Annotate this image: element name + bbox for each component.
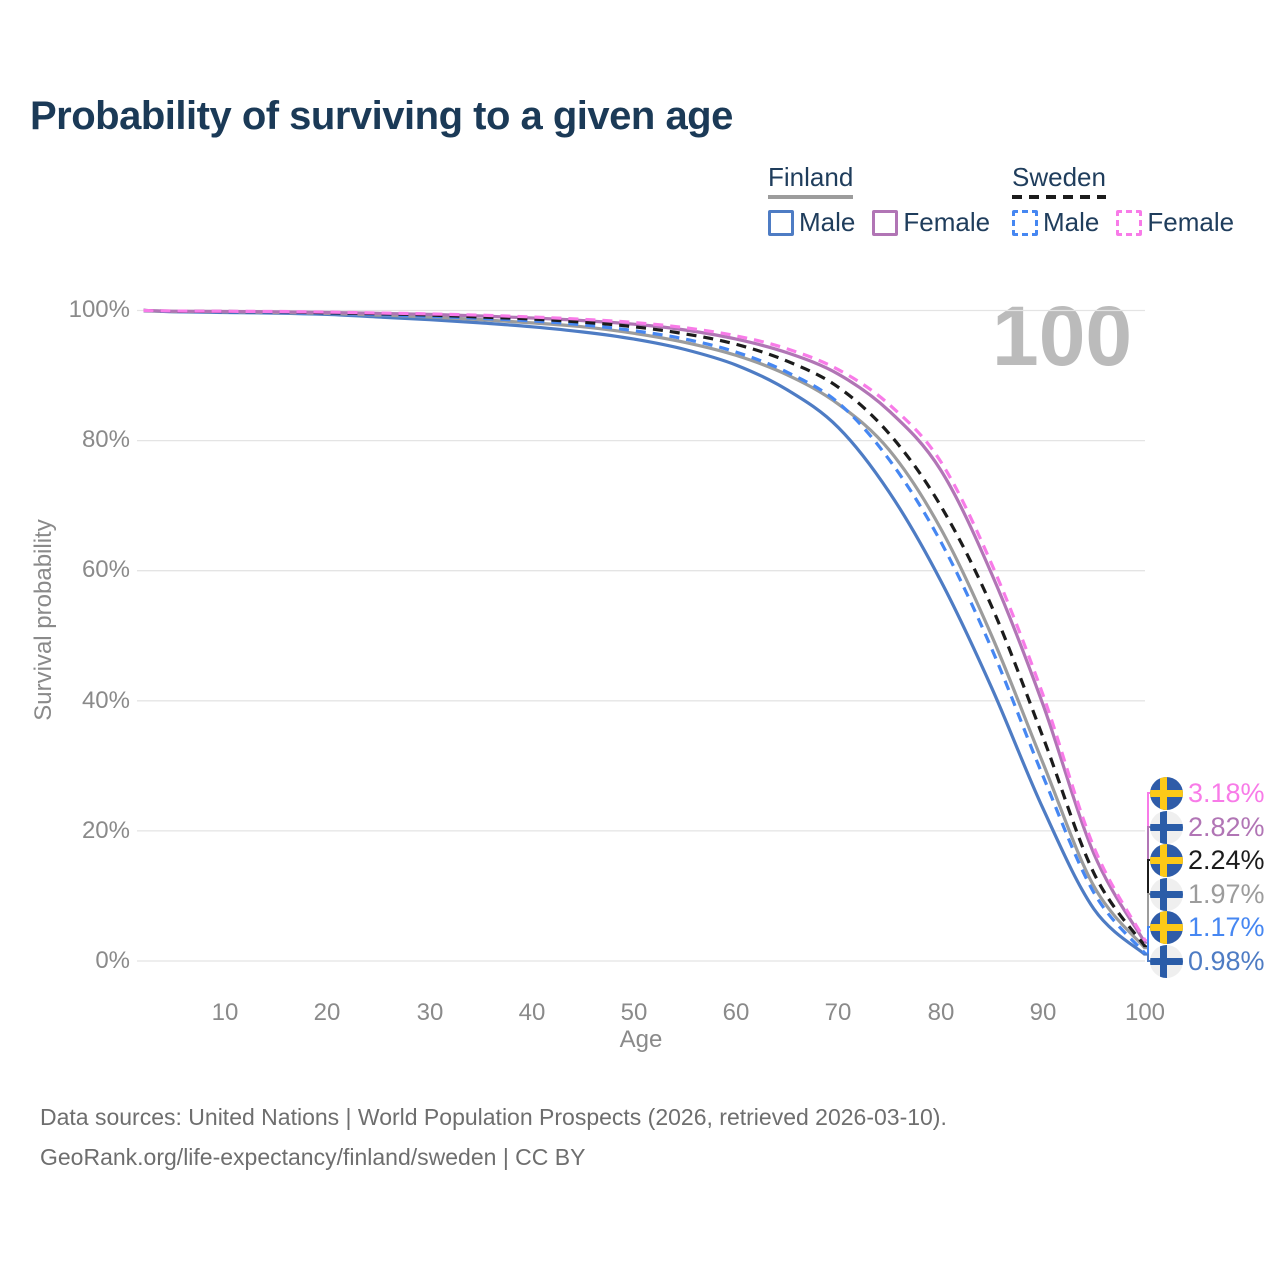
legend-item-finland-male[interactable]: Male — [768, 207, 855, 238]
finland-solid-line-swatch — [768, 195, 854, 199]
x-tick-70: 70 — [824, 999, 852, 1026]
x-tick-30: 30 — [416, 999, 444, 1026]
y-tick-0: 0% — [95, 947, 130, 974]
end-label-sweden-female: 3.18% — [1150, 776, 1265, 810]
finland-female-swatch-icon — [872, 209, 899, 236]
finland-flag-icon — [1150, 944, 1183, 978]
legend-sweden-title: Sweden — [1012, 162, 1106, 192]
legend-sweden-items: Male Female — [1012, 207, 1234, 238]
legend-group-finland: Finland Male Female — [768, 162, 990, 238]
legend-finland-items: Male Female — [768, 207, 990, 238]
legend-finland-title: Finland — [768, 162, 854, 192]
sweden-flag-icon — [1150, 910, 1183, 944]
end-label-sweden-total: 2.24% — [1150, 843, 1265, 877]
x-tick-40: 40 — [518, 999, 546, 1026]
end-value-sweden-male: 1.17% — [1188, 911, 1265, 942]
legend-item-sweden-female[interactable]: Female — [1116, 207, 1234, 238]
y-tick-80: 80% — [81, 426, 130, 453]
legend-sweden-header[interactable]: Sweden — [1012, 162, 1106, 199]
finland-male-swatch-icon — [768, 209, 794, 236]
x-tick-80: 80 — [927, 999, 955, 1026]
x-tick-10: 10 — [211, 999, 239, 1026]
end-value-finland-female: 2.82% — [1188, 811, 1265, 842]
sweden-male-swatch-icon — [1012, 209, 1038, 236]
y-tick-60: 60% — [81, 556, 130, 583]
sweden-dashed-line-swatch — [1012, 195, 1106, 199]
footer-attribution: GeoRank.org/life-expectancy/finland/swed… — [40, 1144, 586, 1170]
sweden-female-swatch-icon — [1116, 209, 1143, 236]
end-value-sweden-total: 2.24% — [1188, 844, 1265, 875]
legend-label-finland-female: Female — [903, 207, 991, 237]
x-tick-100: 100 — [1124, 999, 1166, 1026]
end-value-finland-male: 0.98% — [1188, 945, 1265, 976]
footer: Data sources: United Nations | World Pop… — [40, 1097, 947, 1177]
footer-data-sources: Data sources: United Nations | World Pop… — [40, 1104, 947, 1130]
legend-label-sweden-male: Male — [1043, 207, 1100, 237]
legend-item-sweden-male[interactable]: Male — [1012, 207, 1099, 238]
legend-label-sweden-female: Female — [1147, 207, 1235, 237]
x-tick-50: 50 — [620, 999, 648, 1026]
x-tick-60: 60 — [722, 999, 750, 1026]
y-tick-20: 20% — [81, 817, 130, 844]
finland-flag-icon — [1150, 810, 1183, 844]
y-tick-100: 100% — [68, 296, 130, 323]
legend-finland-header[interactable]: Finland — [768, 162, 854, 199]
x-tick-20: 20 — [313, 999, 341, 1026]
x-tick-90: 90 — [1029, 999, 1057, 1026]
end-value-sweden-female: 3.18% — [1188, 777, 1265, 808]
x-axis-title: Age — [619, 1026, 663, 1053]
end-value-finland-total: 1.97% — [1188, 878, 1265, 909]
end-label-finland-total: 1.97% — [1150, 877, 1265, 911]
legend-label-finland-male: Male — [799, 207, 856, 237]
sweden-flag-icon — [1150, 843, 1183, 877]
end-label-finland-male: 0.98% — [1150, 944, 1265, 978]
legend-group-sweden: Sweden Male Female — [1012, 162, 1234, 238]
age-100-watermark: 100 — [992, 289, 1133, 383]
finland-flag-icon — [1150, 877, 1183, 911]
y-tick-40: 40% — [81, 687, 130, 714]
legend-item-finland-female[interactable]: Female — [872, 207, 990, 238]
end-label-finland-female: 2.82% — [1150, 810, 1265, 844]
end-label-sweden-male: 1.17% — [1150, 910, 1265, 944]
page-title: Probability of surviving to a given age — [30, 94, 733, 138]
sweden-flag-icon — [1150, 776, 1183, 810]
